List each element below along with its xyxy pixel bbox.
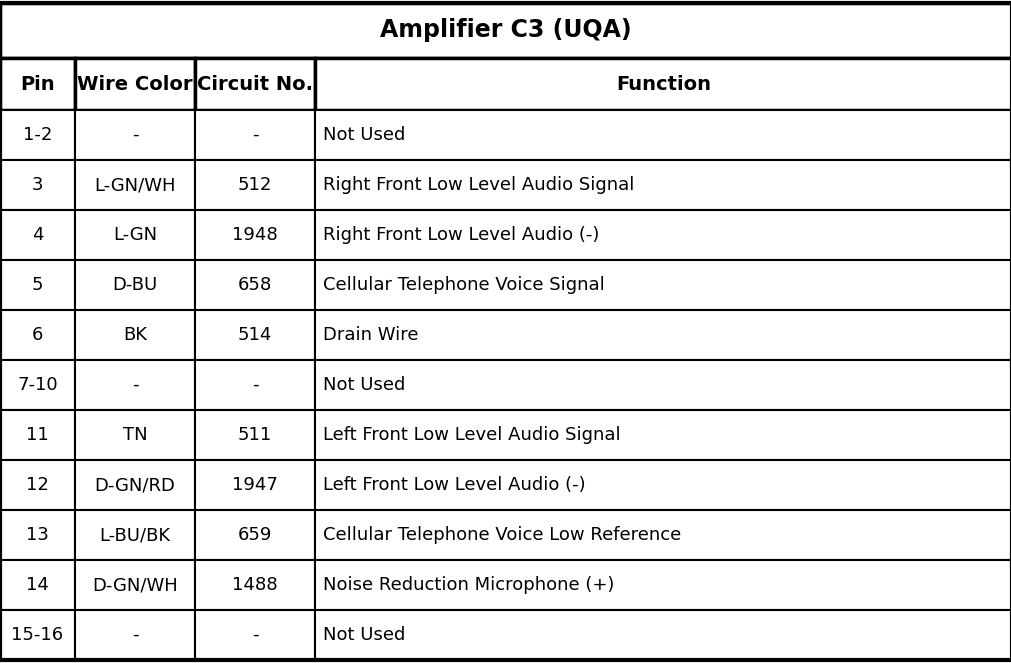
Bar [0,260,75,310]
Text: L-GN: L-GN [113,226,157,244]
Text: 4: 4 [31,226,43,244]
Bar [195,410,314,460]
Bar [75,58,195,110]
Text: 3: 3 [31,176,43,194]
Text: 1488: 1488 [232,576,278,594]
Text: 13: 13 [26,526,49,544]
Text: Circuit No.: Circuit No. [197,74,312,93]
Text: Left Front Low Level Audio (-): Left Front Low Level Audio (-) [323,476,585,494]
Bar [75,210,195,260]
Bar [314,610,1011,660]
Bar [195,160,314,210]
Text: 511: 511 [238,426,272,444]
Bar [314,560,1011,610]
Text: Cellular Telephone Voice Low Reference: Cellular Telephone Voice Low Reference [323,526,680,544]
Bar [0,560,75,610]
Bar [195,560,314,610]
Bar [314,310,1011,360]
Bar [314,410,1011,460]
Bar [195,260,314,310]
Text: Left Front Low Level Audio Signal: Left Front Low Level Audio Signal [323,426,620,444]
Bar [314,360,1011,410]
Bar [75,310,195,360]
Text: Wire Color: Wire Color [77,74,192,93]
Text: 1947: 1947 [232,476,278,494]
Text: Cellular Telephone Voice Signal: Cellular Telephone Voice Signal [323,276,605,294]
Bar [75,160,195,210]
Bar [75,360,195,410]
Text: -: - [252,126,258,144]
Bar [75,410,195,460]
Text: L-BU/BK: L-BU/BK [99,526,171,544]
Bar [0,3,1011,58]
Bar [0,160,75,210]
Bar [75,110,195,160]
Text: 1948: 1948 [232,226,278,244]
Bar [195,460,314,510]
Bar [75,260,195,310]
Bar [0,510,75,560]
Bar [195,310,314,360]
Text: Pin: Pin [20,74,55,93]
Bar [75,560,195,610]
Text: 15-16: 15-16 [11,626,64,644]
Bar [0,310,75,360]
Text: 514: 514 [238,326,272,344]
Bar [314,58,1011,110]
Bar [195,210,314,260]
Text: -: - [131,376,139,394]
Bar [0,210,75,260]
Text: TN: TN [122,426,148,444]
Bar [0,110,75,160]
Text: 659: 659 [238,526,272,544]
Text: -: - [252,626,258,644]
Text: L-GN/WH: L-GN/WH [94,176,176,194]
Text: BK: BK [123,326,147,344]
Bar [314,260,1011,310]
Bar [75,460,195,510]
Bar [0,410,75,460]
Bar [314,510,1011,560]
Bar [0,610,75,660]
Text: 7-10: 7-10 [17,376,58,394]
Bar [195,360,314,410]
Text: 658: 658 [238,276,272,294]
Text: D-GN/WH: D-GN/WH [92,576,178,594]
Text: Function: Function [616,74,711,93]
Text: 1-2: 1-2 [23,126,53,144]
Bar [195,610,314,660]
Text: Not Used: Not Used [323,376,405,394]
Text: D-BU: D-BU [112,276,158,294]
Text: Not Used: Not Used [323,626,405,644]
Text: 5: 5 [31,276,43,294]
Bar [0,460,75,510]
Text: 14: 14 [26,576,49,594]
Bar [195,510,314,560]
Text: -: - [131,126,139,144]
Text: Not Used: Not Used [323,126,405,144]
Text: Amplifier C3 (UQA): Amplifier C3 (UQA) [380,19,631,42]
Bar [195,58,314,110]
Bar [314,460,1011,510]
Text: Drain Wire: Drain Wire [323,326,419,344]
Text: Right Front Low Level Audio Signal: Right Front Low Level Audio Signal [323,176,634,194]
Text: 12: 12 [26,476,49,494]
Text: Right Front Low Level Audio (-): Right Front Low Level Audio (-) [323,226,599,244]
Bar [75,610,195,660]
Bar [0,360,75,410]
Bar [314,110,1011,160]
Bar [314,160,1011,210]
Text: 512: 512 [238,176,272,194]
Text: -: - [131,626,139,644]
Text: -: - [252,376,258,394]
Text: Noise Reduction Microphone (+): Noise Reduction Microphone (+) [323,576,614,594]
Bar [195,110,314,160]
Text: 6: 6 [31,326,43,344]
Bar [75,510,195,560]
Text: D-GN/RD: D-GN/RD [94,476,175,494]
Text: 11: 11 [26,426,49,444]
Bar [0,58,75,110]
Bar [314,210,1011,260]
